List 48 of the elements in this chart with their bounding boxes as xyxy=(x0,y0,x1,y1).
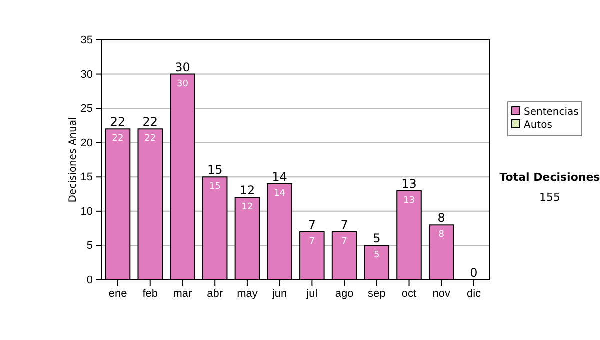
total-label: 30 xyxy=(175,60,190,74)
x-tick-label: jun xyxy=(271,288,288,300)
total-label: 5 xyxy=(373,232,381,246)
data-label: 14 xyxy=(274,189,286,199)
y-tick-label: 35 xyxy=(80,34,93,47)
total-label: 12 xyxy=(240,184,256,198)
data-label: 13 xyxy=(404,196,415,206)
data-label: 7 xyxy=(309,237,316,247)
x-tick-label: mar xyxy=(173,288,193,300)
data-label: 15 xyxy=(209,182,221,192)
y-axis-title: Decisiones Anual xyxy=(68,117,79,203)
x-tick-label: may xyxy=(237,288,258,300)
total-label: 14 xyxy=(272,170,288,184)
total-label: 22 xyxy=(142,115,158,130)
x-tick-label: ago xyxy=(335,288,354,300)
text: 155 xyxy=(540,191,560,204)
total-label: 8 xyxy=(438,211,446,226)
data-label: 22 xyxy=(144,134,156,144)
y-tick-label: 5 xyxy=(86,240,93,252)
x-tick-label: oct xyxy=(402,288,417,300)
x-tick-label: feb xyxy=(142,288,158,300)
y-tick-label: 30 xyxy=(80,68,93,81)
y-tick-label: 0 xyxy=(86,274,93,287)
y-tick-label: 15 xyxy=(80,172,93,184)
text: Total Decisiones xyxy=(500,171,600,184)
total-label: 13 xyxy=(402,176,417,191)
total-label: 7 xyxy=(308,218,316,232)
data-label: 8 xyxy=(438,230,445,240)
legend-label: Autos xyxy=(524,120,552,131)
total-label: 15 xyxy=(207,163,223,178)
data-label: 7 xyxy=(342,237,348,247)
x-tick-label: nov xyxy=(432,288,451,300)
x-tick-label: sep xyxy=(368,288,386,300)
legend-label: Sentencias xyxy=(524,107,579,118)
y-tick-label: 20 xyxy=(80,137,93,150)
data-label: 22 xyxy=(112,134,124,144)
y-tick-label: 10 xyxy=(80,206,93,218)
total-label: 0 xyxy=(470,266,478,280)
x-tick-label: ene xyxy=(108,288,128,300)
x-tick-label: dic xyxy=(466,288,482,300)
total-label: 22 xyxy=(110,115,126,130)
y-tick-label: 25 xyxy=(80,103,93,116)
data-label: 5 xyxy=(374,250,380,261)
x-tick-label: abr xyxy=(207,288,224,300)
x-tick-label: jul xyxy=(306,288,318,300)
data-label: 12 xyxy=(242,202,254,213)
data-label: 30 xyxy=(177,79,189,90)
total-label: 7 xyxy=(340,218,348,232)
